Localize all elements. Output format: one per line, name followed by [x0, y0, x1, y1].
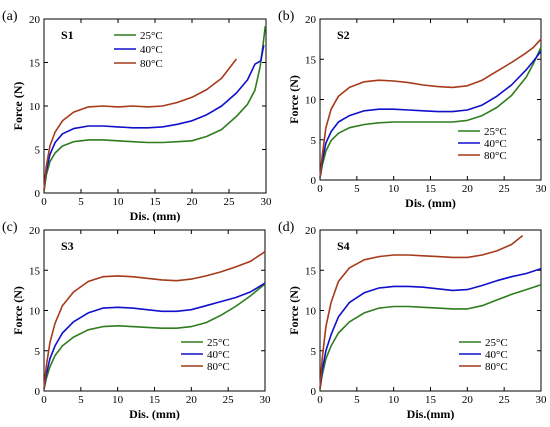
- y-tick-label: 15: [29, 58, 41, 70]
- x-tick-label: 30: [536, 394, 548, 406]
- x-tick-label: 10: [388, 394, 400, 406]
- y-axis-label: Force (N): [11, 286, 25, 335]
- legend-label: 25°C: [484, 126, 507, 138]
- x-tick-label: 20: [187, 196, 199, 208]
- x-tick-label: 15: [149, 394, 161, 406]
- legend-label: 80°C: [207, 361, 230, 373]
- y-tick-label: 5: [311, 135, 317, 147]
- y-tick-label: 0: [311, 386, 317, 398]
- x-tick-label: 15: [425, 183, 437, 195]
- y-axis-label: Force (N): [287, 75, 301, 124]
- y-tick-label: 10: [305, 95, 317, 107]
- panel-label: (b): [278, 9, 295, 24]
- y-tick-label: 10: [29, 101, 41, 113]
- x-axis-label: Dis. (mm): [130, 209, 181, 223]
- x-tick-label: 25: [224, 196, 236, 208]
- x-tick-label: 25: [499, 183, 511, 195]
- series-line-3: [43, 251, 266, 389]
- y-tick-label: 0: [35, 188, 41, 200]
- panel-label: (d): [278, 220, 295, 235]
- plot-frame: [319, 229, 542, 392]
- x-tick-label: 0: [317, 394, 323, 406]
- series-line-1: [319, 283, 542, 390]
- x-tick-label: 20: [462, 394, 474, 406]
- x-axis-label: Dis. (mm): [129, 407, 180, 421]
- y-tick-label: 5: [35, 145, 41, 157]
- x-tick-label: 5: [354, 183, 360, 195]
- legend-label: 40°C: [207, 349, 230, 361]
- series-line-2: [319, 267, 542, 389]
- legend-label: 40°C: [484, 138, 507, 150]
- x-axis-label: Dis.(mm): [407, 407, 455, 421]
- x-tick-label: 25: [499, 394, 511, 406]
- series-line-1: [43, 283, 266, 390]
- legend-label: 40°C: [485, 349, 508, 361]
- x-tick-label: 5: [78, 394, 84, 406]
- y-tick-label: 10: [305, 306, 317, 318]
- panel-label: (c): [2, 220, 18, 235]
- chart-panel-3: (c) S3 0 5 10 15 20 25 30 0 5 10 15 20 Dis. (mm) Force …: [2, 220, 271, 421]
- y-axis-label: Force (N): [287, 286, 301, 335]
- x-tick-label: 10: [113, 196, 125, 208]
- x-tick-label: 15: [425, 394, 437, 406]
- y-axis-label: Force (N): [11, 82, 25, 131]
- series-line-2: [319, 50, 542, 178]
- x-axis-label: Dis. (mm): [405, 196, 456, 210]
- legend-label: 80°C: [484, 150, 507, 162]
- y-tick-label: 20: [29, 225, 41, 237]
- x-tick-label: 0: [41, 394, 47, 406]
- series-line-2: [43, 44, 265, 191]
- legend-label: 40°C: [140, 44, 163, 56]
- sample-label: S2: [337, 28, 350, 42]
- x-tick-label: 30: [260, 394, 272, 406]
- x-tick-label: 10: [112, 394, 124, 406]
- y-tick-label: 15: [305, 54, 317, 66]
- series-line-3: [43, 58, 238, 191]
- y-tick-label: 15: [29, 265, 41, 277]
- panel-label: (a): [2, 9, 18, 24]
- x-tick-label: 30: [536, 183, 548, 195]
- x-tick-label: 30: [261, 196, 273, 208]
- series-line-1: [43, 25, 267, 192]
- chart-panel-4: (d) S4 0 5 10 15 20 25 30 0 5 10 15 20 Dis.(mm) Force (…: [278, 220, 547, 421]
- y-tick-label: 15: [305, 265, 317, 277]
- sample-label: S1: [61, 28, 74, 42]
- legend-label: 80°C: [485, 361, 508, 373]
- y-tick-label: 0: [35, 386, 41, 398]
- y-tick-label: 5: [35, 346, 41, 358]
- x-tick-label: 10: [388, 183, 400, 195]
- y-tick-label: 20: [305, 14, 317, 26]
- y-tick-label: 20: [29, 14, 41, 26]
- legend-label: 25°C: [140, 30, 163, 42]
- legend-label: 25°C: [485, 337, 508, 349]
- series-line-3: [319, 234, 524, 389]
- y-tick-label: 5: [311, 346, 317, 358]
- chart-panel-1: (a) S1 0 5 10 15 20 25 30 0 5 10 15 20 Dis. (mm) Force …: [2, 9, 272, 223]
- series-line-1: [319, 46, 542, 179]
- x-tick-label: 20: [462, 183, 474, 195]
- x-tick-label: 5: [354, 394, 360, 406]
- legend-label: 25°C: [207, 337, 230, 349]
- x-tick-label: 25: [223, 394, 235, 406]
- x-tick-label: 5: [78, 196, 84, 208]
- series-line-2: [43, 282, 266, 389]
- legend-label: 80°C: [140, 58, 163, 70]
- x-tick-label: 0: [41, 196, 47, 208]
- y-tick-label: 20: [305, 225, 317, 237]
- sample-label: S3: [61, 239, 74, 253]
- x-tick-label: 15: [150, 196, 162, 208]
- y-tick-label: 0: [311, 175, 317, 187]
- chart-panel-2: (b) S2 0 5 10 15 20 25 30 0 5 10 15 20 Dis. (mm) Force …: [278, 9, 547, 210]
- sample-label: S4: [337, 239, 350, 253]
- x-tick-label: 0: [317, 183, 323, 195]
- x-tick-label: 20: [186, 394, 198, 406]
- series-line-3: [319, 38, 542, 178]
- y-tick-label: 10: [29, 306, 41, 318]
